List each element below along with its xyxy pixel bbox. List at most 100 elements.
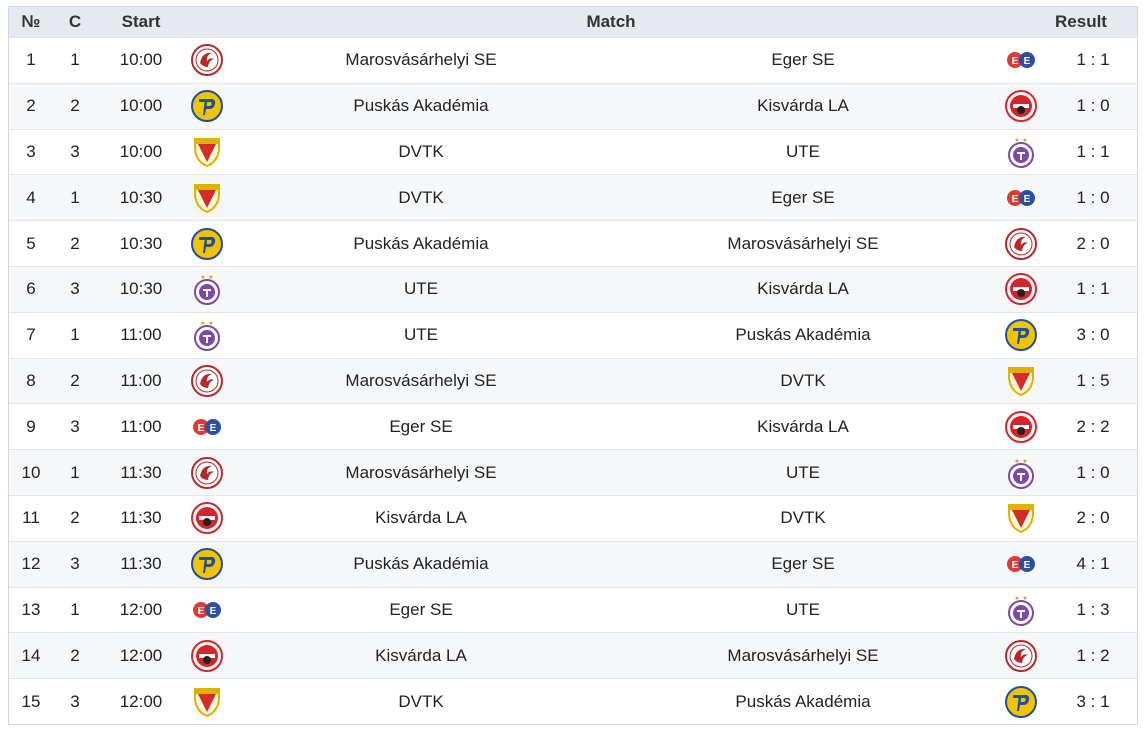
marosvasarhelyi-se-crest-icon [185,38,229,83]
match-number: 5 [26,233,36,253]
court-number: 2 [70,233,80,253]
home-team[interactable]: Eger SE [389,599,453,619]
ute-crest-icon: ★ ★ [993,588,1049,633]
home-team[interactable]: DVTK [398,187,444,207]
svg-text:★: ★ [208,320,213,327]
header-court[interactable]: C [68,12,82,31]
home-team[interactable]: DVTK [398,141,444,161]
svg-text:E: E [1024,56,1031,67]
match-number: 4 [26,187,36,207]
match-result: 3 : 0 [1076,325,1110,345]
match-result: 1 : 1 [1076,50,1110,70]
table-row[interactable]: 15 3 12:00 DVTK Puskás Akadémia 3 : 1 [9,678,1137,724]
match-result: 1 : 2 [1076,645,1110,665]
match-result: 1 : 1 [1076,279,1110,299]
home-team[interactable]: Puskás Akadémia [353,96,489,116]
header-result[interactable]: Result [1055,12,1107,31]
table-row[interactable]: 5 2 10:30 Puskás Akadémia Marosvásárhely… [9,220,1137,266]
home-team[interactable]: UTE [404,279,438,299]
away-team[interactable]: UTE [786,599,820,619]
away-team[interactable]: Puskás Akadémia [735,691,871,711]
puskas-akademia-crest-icon [993,313,1049,358]
table-row[interactable]: 7 1 11:00 ★ ★ UTE Puskás Akadémia 3 : 0 [9,311,1137,358]
court-number: 1 [70,462,80,482]
dvtk-crest-icon [185,175,229,220]
away-team[interactable]: Marosvásárhelyi SE [727,645,879,665]
home-team[interactable]: Kisvárda LA [375,508,467,528]
dvtk-crest-icon [993,496,1049,541]
away-team[interactable]: Eger SE [771,50,835,70]
match-number: 2 [26,96,36,116]
away-team[interactable]: Eger SE [771,554,835,574]
away-team[interactable]: Marosvásárhelyi SE [727,233,879,253]
away-team[interactable]: UTE [786,141,820,161]
home-team[interactable]: Eger SE [389,416,453,436]
home-team[interactable]: UTE [404,325,438,345]
start-time: 10:00 [119,50,163,70]
court-number: 2 [70,645,80,665]
match-number: 9 [26,416,36,436]
table-row[interactable]: 2 2 10:00 Puskás Akadémia Kisvárda LA 1 … [9,82,1137,129]
header-no[interactable]: № [21,12,41,31]
svg-text:★: ★ [200,320,205,327]
svg-text:E: E [198,423,205,434]
home-team[interactable]: Puskás Akadémia [353,554,489,574]
svg-text:E: E [210,606,217,617]
start-time: 11:00 [120,325,162,345]
home-team[interactable]: Kisvárda LA [375,645,467,665]
puskas-akademia-crest-icon [993,679,1049,724]
start-time: 12:00 [119,599,163,619]
ute-crest-icon: ★ ★ [185,313,229,358]
table-row[interactable]: 14 2 12:00 Kisvárda LA Marosvásárhelyi S… [9,632,1137,679]
away-team[interactable]: Kisvárda LA [757,279,849,299]
svg-text:★: ★ [1014,458,1019,465]
court-number: 1 [70,325,80,345]
start-time: 10:30 [119,279,163,299]
marosvasarhelyi-se-crest-icon [185,359,229,404]
table-row[interactable]: 10 1 11:30 Marosvásárhelyi SE UTE ★ ★ 1 :… [9,449,1137,495]
court-number: 1 [70,187,80,207]
away-team[interactable]: DVTK [780,508,826,528]
home-team[interactable]: Marosvásárhelyi SE [345,462,497,482]
match-number: 14 [21,645,41,665]
start-time: 10:30 [119,233,163,253]
court-number: 2 [70,370,80,390]
svg-text:★: ★ [1022,458,1027,465]
away-team[interactable]: UTE [786,462,820,482]
puskas-akademia-crest-icon [185,542,229,587]
home-team[interactable]: Marosvásárhelyi SE [345,370,497,390]
puskas-akademia-crest-icon [185,84,229,129]
away-team[interactable]: Kisvárda LA [757,416,849,436]
home-team[interactable]: Puskás Akadémia [353,233,489,253]
start-time: 12:00 [119,691,163,711]
table-row[interactable]: 8 2 11:00 Marosvásárhelyi SE DVTK 1 : 5 [9,357,1137,404]
court-number: 3 [70,416,80,436]
match-result: 2 : 0 [1076,233,1110,253]
svg-text:E: E [1012,194,1019,205]
marosvasarhelyi-se-crest-icon [993,633,1049,678]
table-row[interactable]: 6 3 10:30 ★ ★ UTE Kisvárda LA 1 : 1 [9,265,1137,312]
header-start[interactable]: Start [121,12,161,31]
away-team[interactable]: DVTK [780,370,826,390]
away-team[interactable]: Puskás Akadémia [735,325,871,345]
away-team[interactable]: Kisvárda LA [757,96,849,116]
court-number: 3 [70,554,80,574]
match-number: 8 [26,370,36,390]
header-match[interactable]: Match [586,12,636,31]
svg-text:★: ★ [200,274,205,281]
svg-text:E: E [1012,560,1019,571]
home-team[interactable]: DVTK [398,691,444,711]
court-number: 1 [70,50,80,70]
home-team[interactable]: Marosvásárhelyi SE [345,50,497,70]
away-team[interactable]: Eger SE [771,187,835,207]
table-row[interactable]: 3 3 10:00 DVTK UTE ★ ★ 1 : 1 [9,128,1137,175]
start-time: 10:00 [119,141,163,161]
table-row[interactable]: 11 2 11:30 Kisvárda LA DVTK 2 : 0 [9,494,1137,541]
